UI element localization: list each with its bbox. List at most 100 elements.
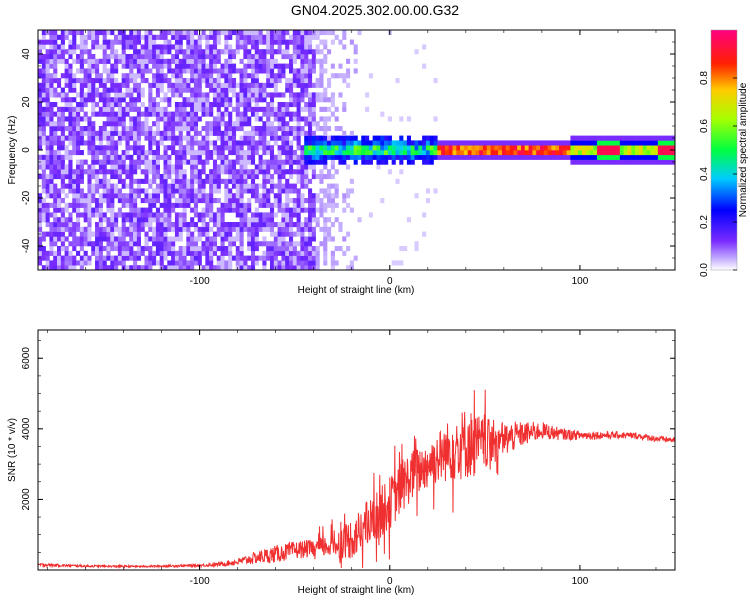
heatmap-cell xyxy=(642,135,647,141)
heatmap-cell xyxy=(304,217,309,223)
heatmap-cell xyxy=(566,154,571,160)
heatmap-cell xyxy=(220,92,225,98)
heatmap-cell xyxy=(391,150,396,156)
heatmap-cell xyxy=(102,178,107,184)
heatmap-cell xyxy=(574,135,579,141)
heatmap-cell xyxy=(190,111,195,117)
heatmap-cell xyxy=(174,39,180,45)
heatmap-cell xyxy=(152,102,157,108)
snr-y-axis-label: SNR (10 * v/v) xyxy=(7,418,18,482)
heatmap-cell xyxy=(136,87,141,93)
heatmap-cell xyxy=(254,87,259,93)
heatmap-cell xyxy=(117,212,122,218)
heatmap-cell xyxy=(49,188,54,194)
heatmap-cell xyxy=(593,154,598,160)
heatmap-cell xyxy=(140,207,145,213)
heatmap-cell xyxy=(159,111,164,117)
heatmap-cell xyxy=(76,68,81,74)
heatmap-cell xyxy=(76,135,81,141)
heatmap-cell xyxy=(171,54,176,60)
heatmap-cell xyxy=(95,87,100,93)
heatmap-cell xyxy=(258,198,263,204)
heatmap-cell xyxy=(231,130,237,136)
heatmap-cell xyxy=(235,68,240,74)
heatmap-cell xyxy=(494,154,499,160)
heatmap-cell xyxy=(125,202,130,208)
heatmap-cell xyxy=(247,140,252,146)
heatmap-cell xyxy=(250,159,256,165)
heatmap-cell xyxy=(197,188,202,194)
heatmap-cell xyxy=(327,82,332,88)
heatmap-cell xyxy=(269,34,275,40)
heatmap-cell xyxy=(205,82,210,88)
heatmap-cell xyxy=(216,183,221,189)
heatmap-cell xyxy=(661,145,666,151)
heatmap-cell xyxy=(72,30,77,36)
heatmap-cell xyxy=(604,154,609,160)
heatmap-cell xyxy=(346,82,351,88)
heatmap-cell xyxy=(193,97,199,103)
heatmap-cell xyxy=(338,159,343,165)
heatmap-cell xyxy=(98,92,103,98)
heatmap-cell xyxy=(338,222,343,228)
heatmap-cell xyxy=(190,250,195,256)
heatmap-cell xyxy=(76,217,81,223)
heatmap-cell xyxy=(186,202,191,208)
heatmap-cell xyxy=(174,63,180,69)
heatmap-cell xyxy=(174,174,180,180)
heatmap-cell xyxy=(136,106,141,112)
heatmap-cell xyxy=(315,135,320,141)
heatmap-cell xyxy=(102,174,107,180)
heatmap-cell xyxy=(425,154,430,160)
heatmap-cell xyxy=(243,150,248,156)
heatmap-cell xyxy=(98,126,103,132)
heatmap-cell xyxy=(91,102,96,108)
y-tick-label: 20 xyxy=(21,96,32,108)
heatmap-cell xyxy=(136,154,141,160)
heatmap-cell xyxy=(220,130,225,136)
heatmap-cell xyxy=(117,164,122,170)
heatmap-cell xyxy=(167,130,172,136)
heatmap-cell xyxy=(64,222,69,228)
heatmap-cell xyxy=(657,154,662,160)
heatmap-cell xyxy=(133,212,138,218)
heatmap-cell xyxy=(269,159,275,165)
heatmap-cell xyxy=(562,150,567,156)
heatmap-cell xyxy=(53,30,58,36)
heatmap-cell xyxy=(292,169,297,175)
heatmap-cell xyxy=(285,183,290,189)
heatmap-cell xyxy=(163,231,168,237)
heatmap-cell xyxy=(555,145,560,151)
heatmap-cell xyxy=(228,231,233,237)
heatmap-cell xyxy=(654,135,659,141)
heatmap-cell xyxy=(387,116,392,122)
heatmap-cell xyxy=(243,34,248,40)
heatmap-cell xyxy=(209,236,214,242)
heatmap-cell xyxy=(220,145,225,151)
heatmap-cell xyxy=(300,207,305,213)
heatmap-cell xyxy=(79,63,84,69)
heatmap-cell xyxy=(159,106,164,112)
heatmap-cell xyxy=(308,130,313,136)
heatmap-cell xyxy=(171,82,176,88)
heatmap-cell xyxy=(49,159,54,165)
heatmap-cell xyxy=(311,159,316,165)
heatmap-cell xyxy=(167,212,172,218)
x-tick-label: 0 xyxy=(387,276,393,287)
colorbar-tick-label: 0.4 xyxy=(699,167,710,181)
heatmap-cell xyxy=(304,246,309,252)
heatmap-cell xyxy=(76,92,81,98)
heatmap-cell xyxy=(281,226,286,232)
heatmap-cell xyxy=(254,106,259,112)
heatmap-cell xyxy=(136,54,141,60)
heatmap-cell xyxy=(83,212,88,218)
heatmap-cell xyxy=(600,135,605,141)
heatmap-cell xyxy=(296,226,301,232)
heatmap-cell xyxy=(323,159,328,165)
heatmap-cell xyxy=(327,198,332,204)
heatmap-cell xyxy=(281,159,286,165)
heatmap-cell xyxy=(578,154,583,160)
heatmap-cell xyxy=(650,135,655,141)
heatmap-cell xyxy=(79,236,84,242)
heatmap-cell xyxy=(247,188,252,194)
